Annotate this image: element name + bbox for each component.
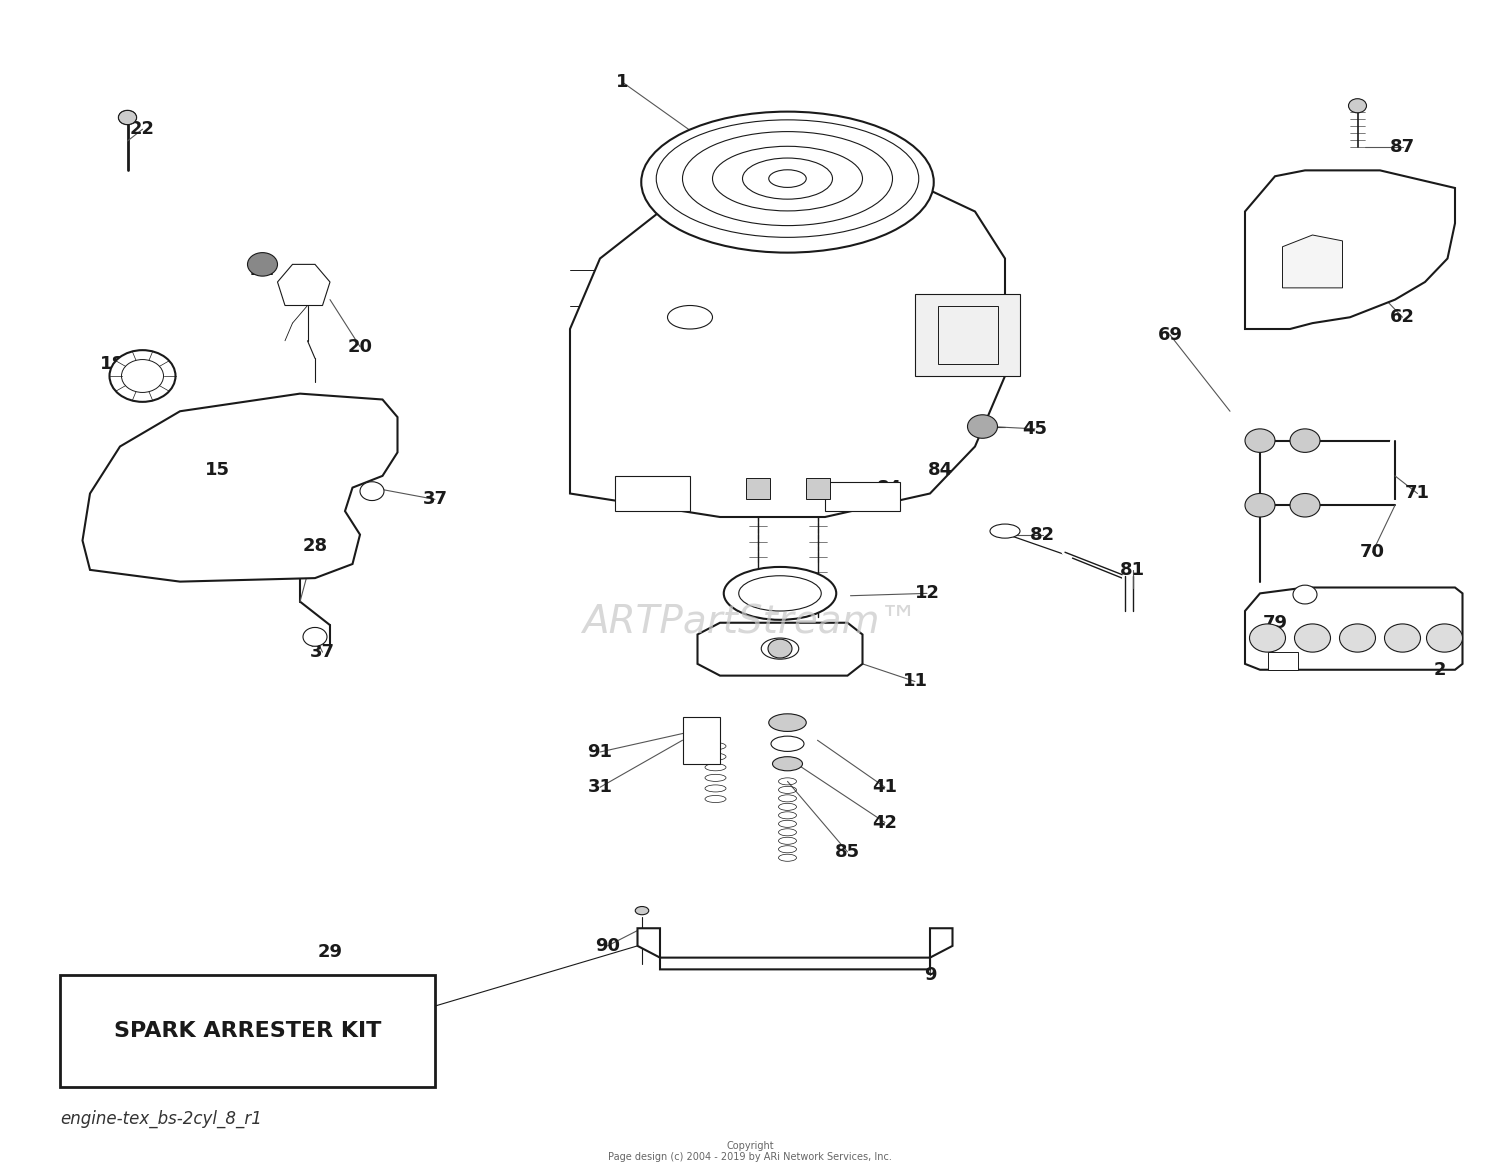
Ellipse shape <box>990 524 1020 538</box>
Circle shape <box>303 627 327 646</box>
Circle shape <box>118 110 136 125</box>
Circle shape <box>248 253 278 276</box>
Polygon shape <box>570 141 1005 517</box>
Bar <box>1268 652 1298 670</box>
Circle shape <box>968 415 998 438</box>
Text: 85: 85 <box>836 842 860 861</box>
Circle shape <box>1250 624 1286 652</box>
Text: 84: 84 <box>928 461 952 479</box>
Text: ARTPartStream™: ARTPartStream™ <box>582 604 918 642</box>
Polygon shape <box>1282 235 1342 288</box>
Circle shape <box>768 639 792 658</box>
Text: 37: 37 <box>423 490 447 509</box>
Bar <box>746 478 770 499</box>
Text: 21: 21 <box>251 261 274 280</box>
Polygon shape <box>278 264 330 306</box>
Text: 9: 9 <box>924 966 936 985</box>
Text: 12: 12 <box>915 584 939 603</box>
Ellipse shape <box>723 568 837 620</box>
Text: 28: 28 <box>303 537 327 556</box>
Text: 11: 11 <box>903 672 927 691</box>
Text: 20: 20 <box>348 337 372 356</box>
Text: 31: 31 <box>588 778 612 797</box>
Bar <box>615 476 690 511</box>
Ellipse shape <box>668 306 712 329</box>
Bar <box>915 294 1020 376</box>
Circle shape <box>1426 624 1462 652</box>
Text: 70: 70 <box>1360 543 1384 562</box>
Text: 37: 37 <box>310 643 334 662</box>
Circle shape <box>1384 624 1420 652</box>
Text: 71: 71 <box>1406 484 1429 503</box>
Text: 62: 62 <box>1390 308 1414 327</box>
Text: 42: 42 <box>873 813 897 832</box>
Text: 69: 69 <box>1158 325 1182 344</box>
Text: engine-tex_bs-2cyl_8_r1: engine-tex_bs-2cyl_8_r1 <box>60 1109 262 1128</box>
Ellipse shape <box>636 907 648 914</box>
Circle shape <box>1294 624 1330 652</box>
Circle shape <box>1340 624 1376 652</box>
Text: 18: 18 <box>100 355 124 374</box>
Bar <box>938 306 998 364</box>
Text: 79: 79 <box>1263 613 1287 632</box>
Ellipse shape <box>772 757 802 771</box>
Ellipse shape <box>771 736 804 752</box>
Bar <box>682 717 720 764</box>
Text: 41: 41 <box>873 778 897 797</box>
Circle shape <box>1293 585 1317 604</box>
Circle shape <box>1245 494 1275 517</box>
Ellipse shape <box>768 713 807 731</box>
Text: SPARK ARRESTER KIT: SPARK ARRESTER KIT <box>114 1021 381 1041</box>
Polygon shape <box>638 928 952 969</box>
Text: 82: 82 <box>1030 525 1054 544</box>
Polygon shape <box>698 623 862 676</box>
Circle shape <box>1290 429 1320 452</box>
Text: 45: 45 <box>1023 419 1047 438</box>
Ellipse shape <box>642 112 933 253</box>
Text: 22: 22 <box>130 120 154 139</box>
Ellipse shape <box>1348 99 1366 113</box>
Text: 91: 91 <box>588 743 612 761</box>
Polygon shape <box>82 394 398 582</box>
Circle shape <box>360 482 384 501</box>
Polygon shape <box>1245 170 1455 329</box>
Text: 90: 90 <box>596 936 619 955</box>
FancyBboxPatch shape <box>60 975 435 1087</box>
Text: 2: 2 <box>1434 660 1446 679</box>
Text: Copyright
Page design (c) 2004 - 2019 by ARi Network Services, Inc.: Copyright Page design (c) 2004 - 2019 by… <box>608 1141 892 1162</box>
Text: 84: 84 <box>878 478 902 497</box>
Text: 29: 29 <box>318 942 342 961</box>
Text: 15: 15 <box>206 461 230 479</box>
Circle shape <box>1245 429 1275 452</box>
Bar <box>825 482 900 511</box>
Polygon shape <box>1245 588 1462 670</box>
Bar <box>806 478 830 499</box>
Text: 81: 81 <box>1120 560 1144 579</box>
Ellipse shape <box>118 110 136 125</box>
Circle shape <box>110 350 176 402</box>
Text: 87: 87 <box>1390 137 1414 156</box>
Circle shape <box>1290 494 1320 517</box>
Text: 1: 1 <box>616 73 628 92</box>
